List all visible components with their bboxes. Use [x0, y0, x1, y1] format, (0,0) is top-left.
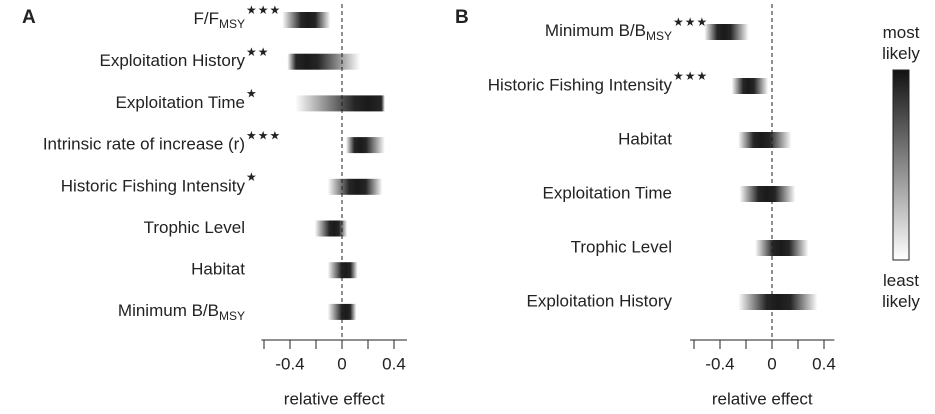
colorbar-bottom-label: least likely [882, 271, 920, 311]
interval-bar [345, 137, 385, 154]
category-label: Exploitation History [99, 51, 245, 70]
category-label-text: Minimum B/B [545, 21, 646, 40]
interval-bar [731, 78, 769, 94]
category-label: Historic Fishing Intensity [488, 75, 673, 94]
interval-bar [327, 262, 358, 279]
category-label: Trophic Level [571, 237, 672, 256]
x-tick-label: 0.4 [812, 354, 836, 373]
interval-bar [327, 178, 383, 195]
significance-stars: ★ [246, 170, 258, 184]
colorbar-top-label: most likely [882, 23, 920, 63]
x-tick-label: 0 [767, 354, 776, 373]
category-label: Minimum B/BMSY [545, 21, 672, 43]
interval-bar [295, 95, 385, 112]
interval-bar [739, 186, 796, 202]
category-label-sub: MSY [219, 17, 245, 31]
category-label: Historic Fishing Intensity [61, 176, 246, 195]
significance-stars: ★ [246, 87, 258, 101]
interval-bar [287, 53, 361, 70]
x-tick-label: -0.4 [275, 354, 304, 373]
significance-stars: ★★★ [673, 15, 708, 29]
category-label: Intrinsic rate of increase (r) [43, 135, 245, 154]
category-label: Habitat [191, 260, 245, 279]
interval-bar [738, 294, 818, 310]
panel-label: B [455, 7, 469, 28]
category-label: F/FMSY [193, 9, 245, 31]
x-tick-label: -0.4 [705, 354, 734, 373]
significance-stars: ★★ [246, 45, 270, 59]
colorbar [892, 69, 910, 261]
interval-bar [704, 24, 749, 40]
x-axis-label: relative effect [712, 389, 813, 408]
category-label: Habitat [618, 129, 672, 148]
category-label: Exploitation History [526, 291, 672, 310]
category-label: Exploitation Time [116, 93, 245, 112]
significance-stars: ★★★ [246, 128, 281, 142]
interval-bar [755, 240, 809, 256]
x-axis-label: relative effect [284, 389, 385, 408]
category-label: Trophic Level [144, 218, 245, 237]
significance-stars: ★★★ [246, 3, 281, 17]
interval-bar [282, 12, 331, 28]
interval-bar [327, 303, 357, 320]
category-label-sub: MSY [646, 29, 672, 43]
interval-bar [314, 220, 348, 237]
category-label-text: Minimum B/B [118, 301, 219, 320]
significance-stars: ★★★ [673, 69, 708, 83]
x-tick-label: 0.4 [382, 354, 406, 373]
category-label: Exploitation Time [543, 183, 672, 202]
category-label-text: F/F [193, 9, 219, 28]
category-label: Minimum B/BMSY [118, 301, 245, 323]
panel-label: A [22, 7, 36, 28]
interval-bar [738, 132, 792, 148]
category-label-sub: MSY [219, 309, 245, 323]
x-tick-label: 0 [337, 354, 346, 373]
